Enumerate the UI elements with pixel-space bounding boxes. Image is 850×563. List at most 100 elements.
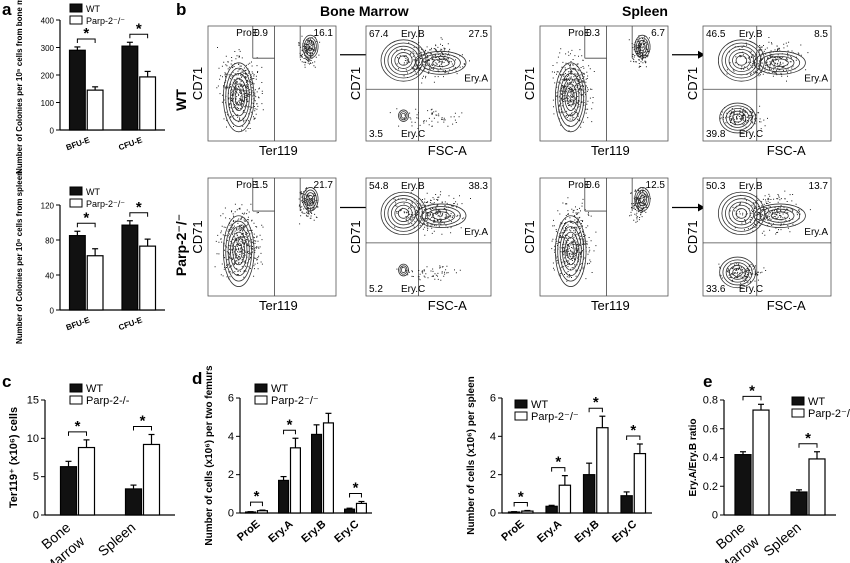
contour-ring — [732, 52, 751, 69]
significance-star: * — [83, 209, 89, 226]
gate-value-proe: 0.6 — [586, 180, 600, 191]
y-tick-label: 100 — [41, 99, 55, 108]
legend-swatch-parp2 — [254, 395, 268, 405]
contour-ring — [380, 39, 427, 82]
contour-ring — [639, 194, 646, 204]
legend-swatch-parp2 — [514, 411, 528, 421]
contour-ring — [415, 50, 467, 75]
x-axis-label-fsc: FSC-A — [767, 298, 806, 313]
y-axis-label-cd71: CD71 — [348, 67, 363, 100]
x-tick-label: ProE — [499, 518, 526, 544]
y-axis-label: Ery.A/Ery.B ratio — [688, 419, 699, 497]
y-tick-label: 40 — [45, 272, 54, 281]
gate-label-ery-a: Ery.A — [464, 227, 488, 238]
significance-bracket — [68, 431, 87, 436]
y-tick-label: 0.6 — [703, 423, 718, 435]
contour-ring — [559, 73, 582, 122]
row-label-wt: WT — [173, 89, 189, 111]
gate-label-proe: ProE — [568, 28, 591, 39]
gate-value-ery-c: 3.5 — [369, 129, 383, 140]
contour-ring — [636, 37, 649, 57]
y-tick-label: 200 — [41, 72, 55, 81]
contour-ring — [753, 203, 806, 228]
contour-ring — [222, 62, 255, 133]
contour-ring — [728, 201, 755, 226]
y-tick-label: 0.8 — [703, 395, 718, 407]
bar-wt-1 — [121, 224, 139, 311]
legend-swatch-parp2 — [69, 395, 83, 405]
significance-star: * — [630, 422, 636, 439]
significance-star: * — [75, 418, 81, 435]
contour-ring — [380, 191, 427, 236]
contour-ring — [557, 220, 585, 282]
y-tick-label: 0.4 — [703, 452, 718, 464]
contour-ring — [387, 45, 420, 76]
y-tick-label: 5 — [33, 471, 39, 483]
bar-wt-0 — [68, 49, 86, 131]
y-axis-label-cd71: CD71 — [190, 67, 205, 100]
contour-ring — [307, 194, 314, 204]
significance-bracket — [250, 501, 263, 507]
panel-letter-d: d — [192, 369, 202, 388]
contour-ring — [759, 53, 801, 73]
contour-ring — [566, 242, 575, 260]
contour-ring — [426, 56, 456, 70]
bar-parp2-1 — [558, 484, 572, 514]
y-tick-label: 0 — [50, 307, 55, 316]
contour-ring — [304, 189, 317, 209]
plot-frame — [365, 177, 492, 297]
y-axis-label-cd71: CD71 — [190, 220, 205, 253]
gate-label-ery-b: Ery.B — [401, 181, 425, 192]
significance-star: * — [353, 480, 359, 497]
contour-ring — [722, 259, 753, 286]
gate-value-right: 21.7 — [314, 180, 334, 191]
legend-label-parp2: Parp-2⁻/⁻ — [271, 395, 319, 407]
gate-value-ery-a: 27.5 — [469, 29, 489, 40]
plot-frame — [365, 25, 492, 142]
contour-ring — [562, 78, 580, 117]
significance-star: * — [83, 25, 89, 42]
contour-ring — [432, 211, 450, 221]
contour-ring — [634, 187, 651, 212]
contour-ring — [735, 55, 748, 66]
legend-label-parp2: Parp-2⁻/⁻ — [531, 411, 579, 423]
contour-ring — [634, 34, 651, 59]
contour-ring — [225, 220, 253, 282]
x-tick-label: CFU-E — [117, 135, 144, 152]
contour-ring — [307, 42, 314, 51]
significance-bracket — [588, 407, 603, 413]
contour-ring — [390, 201, 417, 226]
legend-label-wt: WT — [86, 383, 103, 395]
contour-ring — [390, 48, 417, 73]
gate-label-ery-b: Ery.B — [739, 181, 763, 192]
bar-wt-1 — [545, 505, 558, 514]
gate-value-ery-c: 39.8 — [706, 129, 726, 140]
y-tick-label: 4 — [490, 431, 496, 443]
gate-value-ery-a: 38.3 — [469, 181, 489, 192]
legend-swatch-wt — [69, 186, 83, 196]
contour-ring — [232, 237, 246, 266]
y-tick-label: 120 — [41, 202, 55, 211]
contour-ring — [421, 206, 461, 226]
row-label-parp2: Parp-2⁻/⁻ — [173, 214, 189, 276]
contour-ring — [222, 215, 255, 287]
y-tick-label: 80 — [45, 237, 54, 246]
contour-ring — [421, 53, 461, 73]
gate-label-ery-c: Ery.C — [739, 284, 763, 295]
event-dots — [396, 265, 461, 281]
gate-value-right: 6.7 — [651, 28, 665, 39]
gate-label-ery-c: Ery.C — [401, 284, 425, 295]
bar-parp2-0 — [752, 409, 770, 516]
contour-ring — [398, 109, 409, 122]
gate-label-ery-c: Ery.C — [739, 129, 763, 140]
bar-parp2-0 — [256, 510, 268, 514]
y-tick-label: 2 — [228, 469, 234, 481]
x-axis-label-ter119: Ter119 — [259, 298, 298, 313]
bar-parp2-0 — [86, 89, 104, 131]
contour-ring — [305, 39, 316, 54]
contour-ring — [225, 67, 253, 127]
